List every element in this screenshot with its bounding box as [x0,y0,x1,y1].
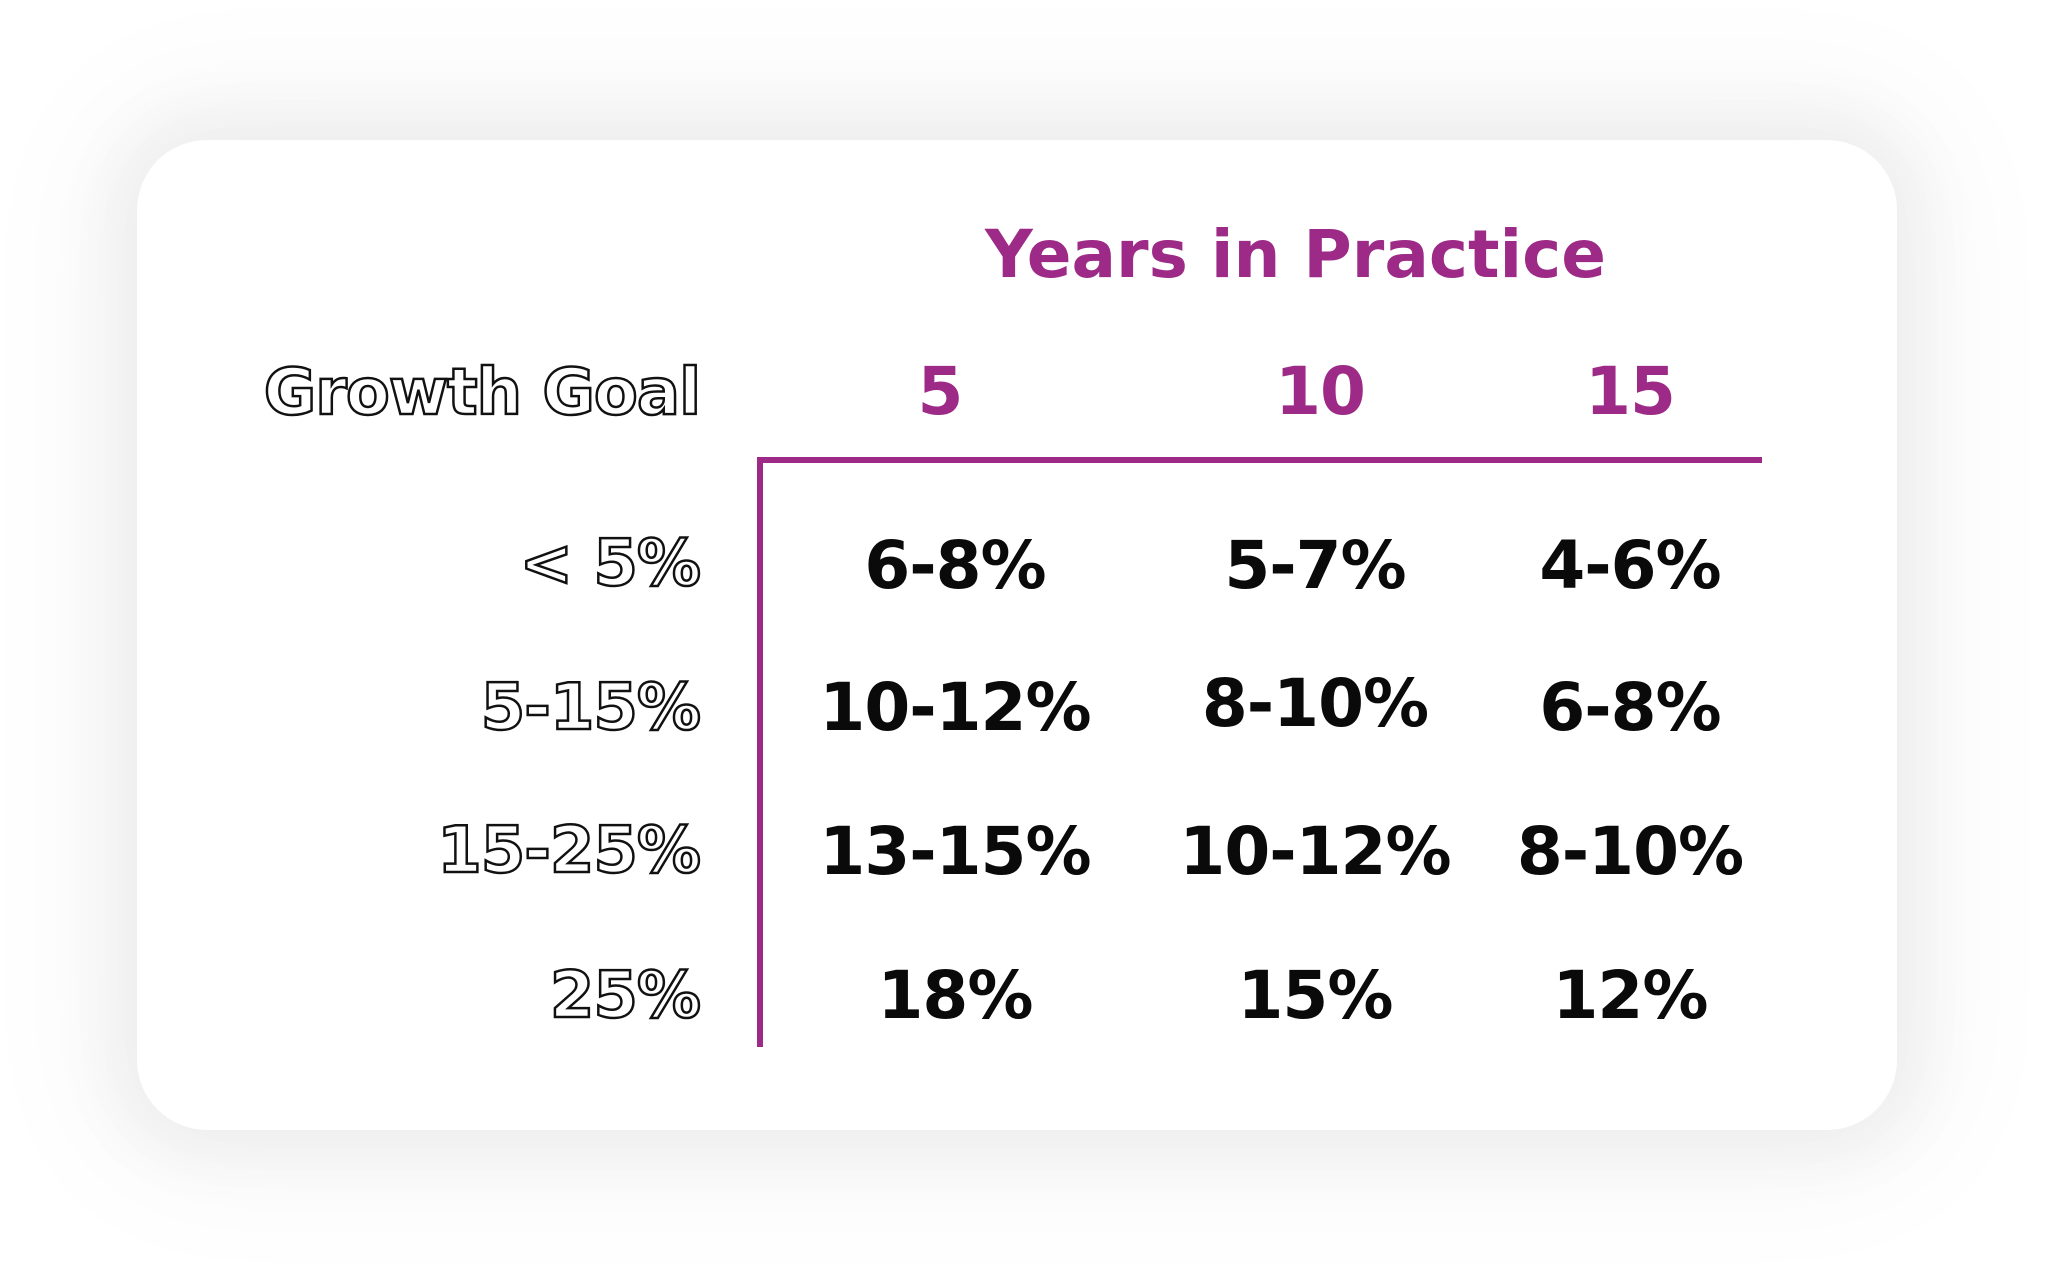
table-cell: 4-6% [1539,527,1721,604]
table-cell: 15% [1237,957,1394,1034]
table-cell: 18% [877,957,1034,1034]
row-header-label: Growth Goal [262,356,702,431]
table-cell: 8-10% [1516,813,1744,890]
table-cell: 13-15% [819,813,1091,890]
column-header-5: 5 [917,353,964,430]
row-label-divider-line [757,457,763,1047]
row-label: 15-25% [436,814,702,889]
table-cell: 5-7% [1224,527,1406,604]
table-cell: 10-12% [819,669,1091,746]
table-cell: 6-8% [864,527,1046,604]
table-card [137,140,1897,1130]
column-header-15: 15 [1585,353,1676,430]
row-label: 25% [549,959,703,1034]
table-cell: 8-10% [1201,665,1429,742]
table-cell: 10-12% [1179,813,1451,890]
row-label: 5-15% [479,671,702,746]
table-title: Years in Practice [985,216,1607,293]
table-cell: 6-8% [1539,669,1721,746]
row-label: < 5% [518,527,702,602]
table-cell: 12% [1552,957,1709,1034]
header-divider-line [757,457,1762,463]
column-header-10: 10 [1275,353,1366,430]
